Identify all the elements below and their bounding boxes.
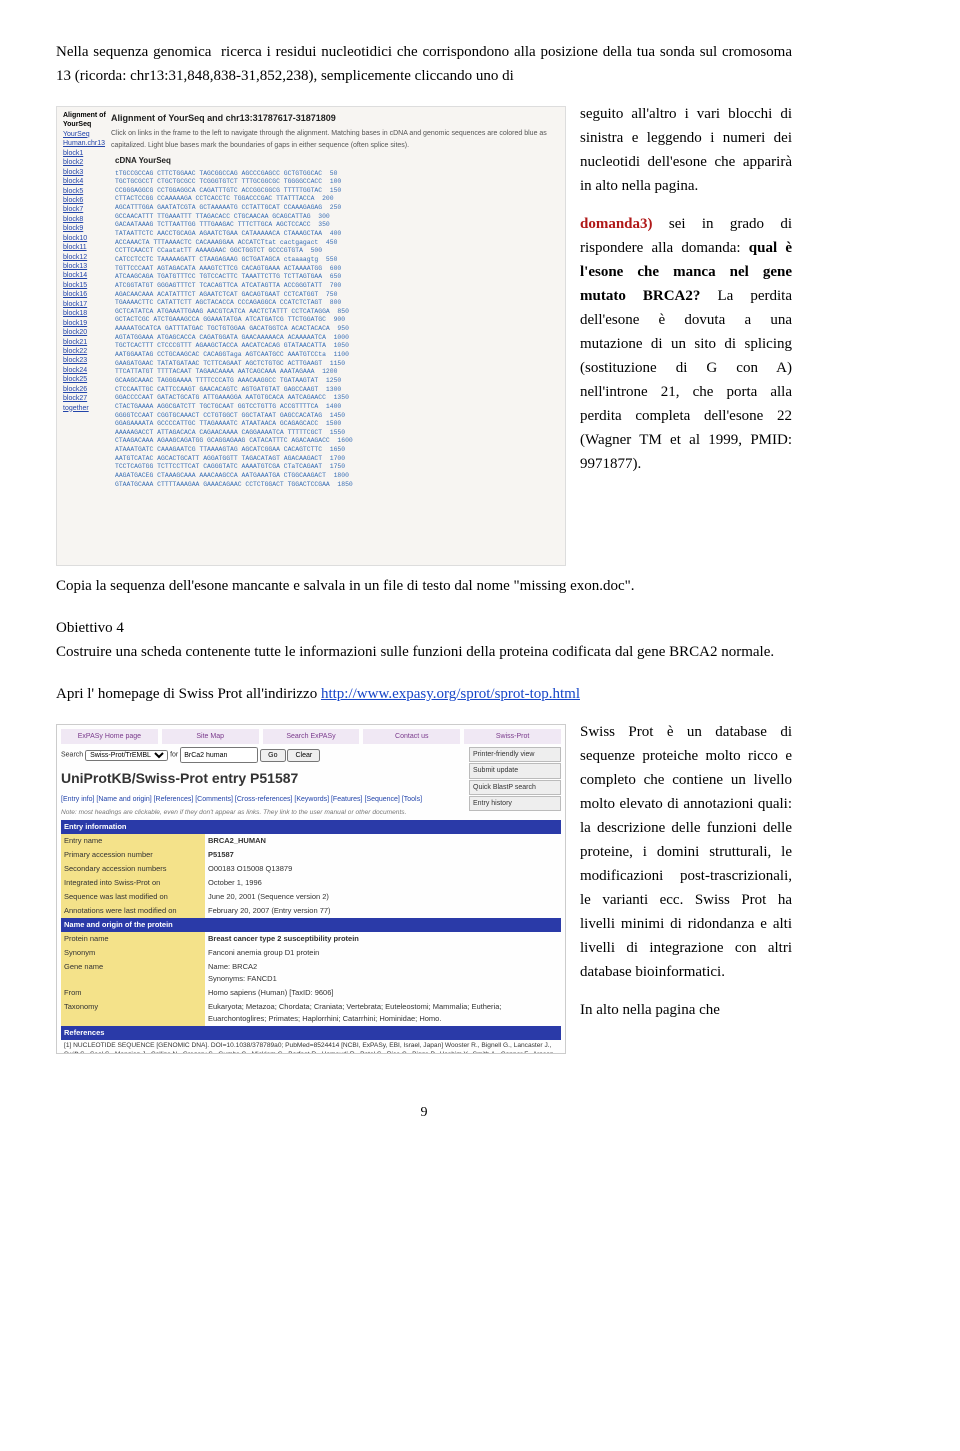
expasy-tab[interactable]: Site Map	[162, 729, 259, 744]
blat-link[interactable]: block10	[63, 234, 111, 243]
expasy-search-input[interactable]	[180, 747, 258, 763]
blat-link[interactable]: block13	[63, 262, 111, 271]
blat-link[interactable]: block14	[63, 271, 111, 280]
copy-sequence-line: Copia la sequenza dell'esone mancante e …	[56, 574, 792, 598]
blat-link[interactable]: block23	[63, 356, 111, 365]
blat-link[interactable]: block25	[63, 375, 111, 384]
expasy-tab[interactable]: ExPASy Home page	[61, 729, 158, 744]
blat-link[interactable]: block18	[63, 309, 111, 318]
blat-link[interactable]: block22	[63, 347, 111, 356]
domanda3-text2: La perdita dell'esone è dovuta a una mut…	[580, 288, 792, 472]
expasy-side-btn[interactable]: Printer-friendly view	[469, 747, 561, 762]
obiettivo4-text: Costruire una scheda contenente tutte le…	[56, 644, 774, 660]
blat-link[interactable]: block2	[63, 158, 111, 167]
obiettivo4-block: Obiettivo 4 Costruire una scheda contene…	[56, 616, 792, 664]
expasy-reference-text: [1] NUCLEOTIDE SEQUENCE [GENOMIC DNA]. D…	[61, 1040, 561, 1054]
expasy-tab[interactable]: Swiss-Prot	[464, 729, 561, 744]
blat-link[interactable]: together	[63, 404, 111, 413]
blat-link[interactable]: block21	[63, 338, 111, 347]
blat-link[interactable]: block6	[63, 196, 111, 205]
obiettivo4-title: Obiettivo 4	[56, 620, 124, 636]
expasy-section-references: References	[61, 1026, 561, 1040]
expasy-go-button[interactable]: Go	[260, 749, 285, 762]
expasy-for-label: for	[170, 752, 178, 759]
expasy-clear-button[interactable]: Clear	[287, 749, 320, 762]
blat-link[interactable]: block17	[63, 300, 111, 309]
expasy-side-btn[interactable]: Submit update	[469, 763, 561, 778]
blat-sequence-block: tTGCCGCCAG CTTCTGGAAC TAGCGGCCAG AGCCCGA…	[115, 170, 559, 490]
expasy-nameorigin-table: Protein nameBreast cancer type 2 suscept…	[61, 932, 561, 1026]
expasy-search-label: Search	[61, 752, 83, 759]
blat-link[interactable]: block12	[63, 253, 111, 262]
swissprot-link[interactable]: http://www.expasy.org/sprot/sprot-top.ht…	[321, 686, 580, 702]
blat-link[interactable]: block11	[63, 243, 111, 252]
expasy-tab[interactable]: Contact us	[363, 729, 460, 744]
blat-link[interactable]: block9	[63, 224, 111, 233]
expasy-section-nameorigin: Name and origin of the protein	[61, 918, 561, 932]
expasy-side-buttons: Printer-friendly view Submit update Quic…	[469, 747, 561, 812]
blat-link[interactable]: block8	[63, 215, 111, 224]
blat-leftlabel: Alignment ofYourSeq	[63, 111, 111, 130]
blat-link[interactable]: YourSeq	[63, 130, 111, 139]
blat-link[interactable]: block26	[63, 385, 111, 394]
blat-link[interactable]: block20	[63, 328, 111, 337]
expasy-side-btn[interactable]: Entry history	[469, 796, 561, 811]
page-number: 9	[56, 1102, 792, 1124]
domanda3-label: domanda3)	[580, 216, 653, 232]
intro-text-start: Nella sequenza genomica ricerca i residu…	[56, 44, 792, 84]
blat-link[interactable]: block24	[63, 366, 111, 375]
blat-link[interactable]: block19	[63, 319, 111, 328]
blat-link[interactable]: Human.chr13	[63, 139, 111, 148]
expasy-topbar: ExPASy Home page Site Map Search ExPASy …	[61, 729, 561, 744]
blat-leftcol: Alignment ofYourSeq YourSeq Human.chr13 …	[63, 111, 111, 413]
blat-link[interactable]: block4	[63, 177, 111, 186]
expasy-screenshot: ExPASy Home page Site Map Search ExPASy …	[56, 724, 566, 1054]
blat-link[interactable]: block7	[63, 205, 111, 214]
blat-link[interactable]: block16	[63, 290, 111, 299]
blat-cdna-label: cDNA YourSeq	[115, 155, 559, 168]
expasy-tab[interactable]: Search ExPASy	[263, 729, 360, 744]
intro-paragraph: Nella sequenza genomica ricerca i residu…	[56, 40, 792, 88]
expasy-entryinfo-table: Entry nameBRCA2_HUMANPrimary accession n…	[61, 834, 561, 918]
blat-title: Alignment of YourSeq and chr13:31787617-…	[63, 111, 559, 125]
blat-subtitle: Click on links in the frame to the left …	[63, 128, 559, 150]
swissprot-open-pre: Apri l' homepage di Swiss Prot all'indir…	[56, 686, 321, 702]
blat-link[interactable]: block3	[63, 168, 111, 177]
blat-link[interactable]: block1	[63, 149, 111, 158]
blat-link[interactable]: block27	[63, 394, 111, 403]
expasy-side-btn[interactable]: Quick BlastP search	[469, 780, 561, 795]
blat-link[interactable]: block5	[63, 187, 111, 196]
blat-link[interactable]: block15	[63, 281, 111, 290]
expasy-section-entryinfo: Entry information	[61, 820, 561, 834]
blat-alignment-screenshot: Alignment ofYourSeq YourSeq Human.chr13 …	[56, 106, 566, 566]
expasy-db-select[interactable]: Swiss-Prot/TrEMBL	[85, 750, 168, 761]
swissprot-open-line: Apri l' homepage di Swiss Prot all'indir…	[56, 682, 792, 706]
